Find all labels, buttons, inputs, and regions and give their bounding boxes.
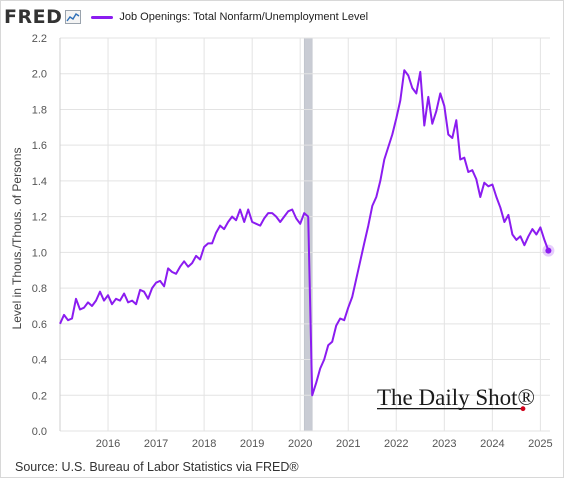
fred-chart-icon <box>65 10 82 24</box>
y-tick-label: 0.8 <box>32 283 47 295</box>
y-tick-label: 1.6 <box>32 140 47 152</box>
y-tick-label: 0.0 <box>32 426 47 438</box>
last-point-marker <box>545 247 552 254</box>
watermark-dot <box>520 406 526 412</box>
y-tick-label: 1.0 <box>32 247 47 259</box>
x-tick-label: 2023 <box>432 438 456 450</box>
x-tick-label: 2024 <box>480 438 504 450</box>
y-tick-label: 1.2 <box>32 212 47 224</box>
y-tick-label: 0.2 <box>32 390 47 402</box>
x-tick-label: 2025 <box>528 438 552 450</box>
x-tick-label: 2016 <box>96 438 120 450</box>
x-tick-label: 2019 <box>240 438 264 450</box>
x-tick-label: 2022 <box>384 438 408 450</box>
chart-header: FRED Job Openings: Total Nonfarm/Unemplo… <box>4 6 368 28</box>
series-line <box>59 69 550 397</box>
y-tick-label: 0.4 <box>32 355 47 367</box>
x-tick-label: 2017 <box>144 438 168 450</box>
source-note: Source: U.S. Bureau of Labor Statistics … <box>15 460 299 474</box>
y-axis-title: Level in Thous./Thous. of Persons <box>10 148 24 330</box>
y-tick-label: 0.6 <box>32 319 47 331</box>
x-tick-label: 2018 <box>192 438 216 450</box>
watermark-underline <box>377 408 525 410</box>
y-tick-label: 1.8 <box>32 104 47 116</box>
x-tick-label: 2021 <box>336 438 360 450</box>
legend-swatch <box>91 15 114 19</box>
y-tick-label: 2.2 <box>32 33 47 45</box>
x-tick-label: 2020 <box>288 438 312 450</box>
y-tick-label: 1.4 <box>32 176 47 188</box>
fred-logo[interactable]: FRED <box>4 6 63 28</box>
legend-label: Job Openings: Total Nonfarm/Unemployment… <box>119 11 369 23</box>
chart-legend: Job Openings: Total Nonfarm/Unemployment… <box>91 11 368 23</box>
y-tick-label: 2.0 <box>32 69 47 81</box>
watermark-text: The Daily Shot® <box>377 385 535 410</box>
